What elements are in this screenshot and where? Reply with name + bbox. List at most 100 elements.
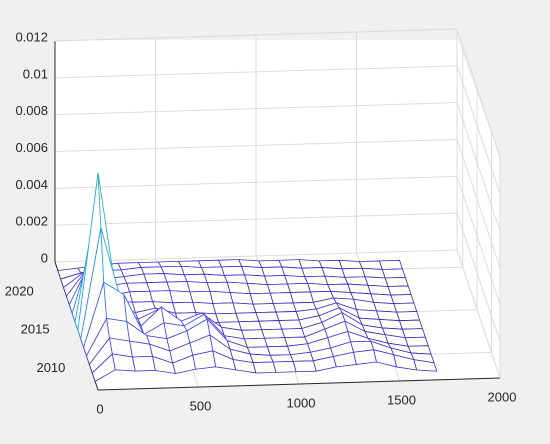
grid-line (54, 65, 458, 79)
mesh-cell (269, 354, 294, 363)
y-tick-label: 2010 (36, 360, 65, 375)
x-tick-label: 1500 (387, 392, 416, 407)
mesh-cell (241, 329, 265, 340)
mesh-cell (267, 283, 291, 294)
y-tick-label: 2020 (5, 284, 34, 299)
mesh-cell (301, 267, 326, 278)
mesh-cell (387, 285, 412, 296)
mesh-cell (290, 291, 314, 304)
x-tick-label: 500 (190, 398, 212, 413)
mesh-cell (267, 345, 291, 356)
mesh-cell (281, 328, 306, 339)
mesh-cell (143, 273, 168, 284)
x-tick-label: 0 (96, 401, 103, 416)
mesh-cell (132, 355, 156, 372)
mesh-cell (399, 319, 423, 330)
mesh-cell (292, 360, 317, 373)
mesh-cell (192, 301, 217, 315)
mesh-cell (169, 290, 194, 304)
mesh-cell (264, 275, 288, 286)
mesh-cell (249, 292, 274, 305)
z-tick-label: 0.004 (15, 177, 48, 192)
mesh-cell (215, 312, 240, 323)
mesh-cell (401, 328, 426, 339)
mesh-cell (198, 259, 222, 268)
mesh-cell (307, 283, 332, 293)
mesh-cell (278, 319, 303, 330)
mesh-cell (249, 353, 274, 364)
grid-line (54, 212, 458, 226)
grid-line (54, 249, 458, 263)
x-tick-label: 2000 (488, 389, 517, 404)
mesh-cell (209, 290, 234, 304)
mesh-cell (269, 292, 294, 304)
mesh-cell (172, 301, 197, 314)
mesh-cell (244, 337, 268, 348)
mesh-cell (221, 265, 245, 276)
grid-line (54, 139, 458, 152)
mesh-cell (232, 302, 257, 314)
mesh-cell (275, 311, 300, 321)
mesh-cell (163, 273, 188, 283)
mesh-cell (404, 336, 429, 347)
mesh-cell (226, 281, 251, 295)
mesh-cell (393, 302, 418, 313)
mesh-cell (390, 294, 415, 305)
mesh-cell (379, 259, 403, 270)
y-tick-label: 2015 (21, 322, 50, 337)
z-tick-label: 0.01 (23, 66, 48, 81)
grid-line (456, 176, 501, 305)
mesh-cell (212, 302, 237, 315)
mesh-cell (384, 276, 409, 287)
mesh-cell (252, 361, 277, 374)
mesh-cell (129, 290, 154, 303)
x-tick-label: 1000 (287, 395, 316, 410)
axis-line (456, 28, 501, 158)
z-tick-label: 0.002 (15, 214, 48, 229)
grid-line (456, 65, 501, 194)
mesh-cell (140, 266, 165, 275)
mesh-cell (264, 337, 288, 348)
mesh-cell (413, 359, 438, 372)
z-tick-label: 0 (41, 250, 48, 265)
mesh-cell (353, 349, 377, 365)
mesh-cell (341, 267, 366, 278)
axis-line (97, 377, 501, 391)
mesh-cell (189, 290, 214, 304)
mesh-cell (252, 303, 277, 314)
grid-line (456, 139, 501, 268)
mesh-cell (186, 281, 211, 293)
mesh-cell (338, 259, 363, 270)
mesh-cell (284, 275, 309, 285)
mesh-cell (106, 318, 131, 342)
z-tick-label: 0.012 (15, 29, 48, 44)
mesh-cell (246, 282, 271, 295)
mesh-cell (180, 265, 205, 276)
mesh-cell (258, 320, 283, 331)
axis-line (54, 28, 458, 42)
mesh-cell (287, 283, 311, 293)
mesh-cell (126, 282, 151, 293)
grid-line (54, 102, 458, 116)
mesh-cell (203, 273, 228, 284)
mesh-cell (261, 266, 286, 277)
mesh-cell (272, 302, 297, 313)
mesh-cell (238, 320, 263, 331)
mesh-cell (298, 259, 323, 269)
grid-line (456, 102, 501, 231)
grid-line (456, 213, 501, 342)
mesh-cell (396, 311, 421, 322)
mesh-cell (272, 361, 297, 373)
mesh-cell (261, 328, 286, 339)
mesh-cell (146, 281, 171, 292)
mesh-cell (258, 259, 283, 268)
mesh-cell (229, 292, 254, 305)
z-tick-label: 0.008 (15, 103, 48, 118)
mesh-cell (255, 311, 280, 322)
mesh-cell (235, 312, 260, 323)
grid-line (54, 175, 458, 189)
grid-line (456, 249, 501, 379)
mesh-cell (149, 290, 174, 304)
mesh-cell (218, 259, 243, 268)
